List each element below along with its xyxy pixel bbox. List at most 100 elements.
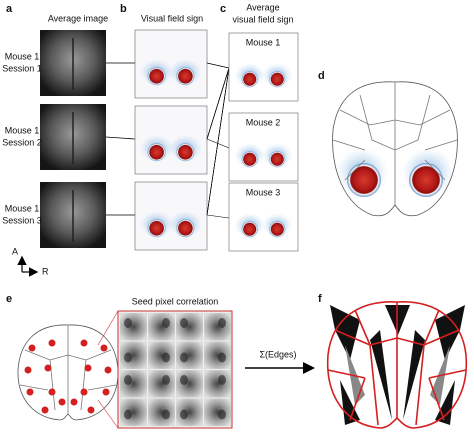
correlation-spot	[218, 318, 226, 328]
correlation-tile	[204, 313, 231, 341]
correlation-tile	[120, 341, 147, 369]
vfs-patch	[269, 151, 286, 168]
panel-label: e	[6, 293, 12, 305]
connector	[206, 62, 230, 69]
correlation-tile	[120, 370, 147, 398]
panel-label: b	[120, 3, 127, 15]
seed-pixel	[84, 364, 92, 372]
correlation-spot	[180, 375, 188, 385]
seed-pixel	[70, 398, 78, 406]
vfs-patch	[147, 219, 166, 238]
row-label: Mouse 1	[5, 51, 40, 61]
mouse-label: Mouse 3	[246, 187, 281, 197]
seed-pixel	[102, 388, 110, 396]
connector	[97, 399, 119, 429]
orientation: A R	[12, 246, 49, 277]
correlation-spot	[162, 318, 170, 328]
panel-title: Average image	[48, 13, 108, 23]
vfs-patch	[176, 219, 195, 238]
seed-pixel	[100, 344, 108, 352]
correlation-tile	[204, 341, 231, 369]
mouse-label: Mouse 1	[246, 37, 281, 47]
seed-map	[17, 324, 119, 421]
cortex-map	[332, 81, 458, 217]
vfs-patch	[269, 221, 286, 238]
correlation-tile	[120, 313, 147, 341]
shape	[347, 163, 381, 197]
mouse-label: Mouse 2	[246, 117, 281, 127]
seed-pixel	[41, 406, 49, 414]
correlation-tile	[204, 370, 231, 398]
shape	[409, 163, 443, 197]
panel-title: Visual field sign	[141, 13, 203, 23]
correlation-spot	[162, 409, 170, 420]
correlation-spot	[180, 318, 188, 328]
shape	[327, 302, 467, 426]
connector	[206, 138, 230, 149]
connector	[206, 214, 230, 219]
correlation-spot	[180, 352, 188, 363]
correlation-tile	[148, 370, 175, 398]
seed-pixel	[44, 364, 52, 372]
correlation-tile	[204, 398, 231, 426]
vfs-patch	[269, 71, 286, 88]
vfs-patch	[241, 151, 258, 168]
right-label: R	[42, 266, 49, 276]
connector	[206, 67, 230, 140]
shape	[19, 325, 117, 414]
correlation-spot	[218, 375, 226, 385]
panel-title: Seed pixel correlation	[132, 296, 219, 306]
correlation-tile	[176, 370, 203, 398]
panel-label: a	[6, 3, 13, 15]
row-label: Mouse 1	[5, 203, 40, 213]
seed-pixel	[48, 339, 56, 347]
correlation-tile	[148, 398, 175, 426]
seed-pixel	[24, 366, 32, 374]
panel-label: c	[220, 3, 226, 15]
shape	[120, 313, 231, 426]
panel-label: f	[318, 293, 322, 305]
vfs-patch	[147, 143, 166, 162]
correlation-spot	[162, 352, 170, 363]
correlation-spot	[162, 375, 170, 385]
connector	[97, 310, 119, 346]
row-label: Session 1	[2, 63, 42, 73]
connector	[105, 136, 136, 140]
correlation-tile	[176, 341, 203, 369]
correlation-spot	[218, 409, 226, 420]
correlation-spot	[124, 409, 132, 420]
connector	[206, 67, 230, 216]
correlation-spot	[180, 409, 188, 420]
correlation-tile	[148, 341, 175, 369]
seed-pixel	[87, 406, 95, 414]
panel-title: visual field sign	[232, 14, 293, 24]
vfs-patch	[241, 71, 258, 88]
vfs-patch	[147, 67, 166, 86]
correlation-tile	[148, 313, 175, 341]
row-label: Session 2	[2, 137, 42, 147]
anterior-label: A	[12, 246, 18, 256]
panel-label: d	[318, 70, 325, 82]
shape	[326, 301, 468, 429]
seed-pixel	[80, 388, 88, 396]
correlation-tile	[120, 398, 147, 426]
seed-pixel	[26, 388, 34, 396]
arrow-label: Σ(Edges)	[259, 349, 296, 359]
edge-map	[325, 300, 470, 430]
correlation-spot	[124, 375, 132, 385]
correlation-spot	[124, 352, 132, 363]
shape	[24, 339, 112, 414]
row-label: Session 3	[2, 215, 42, 225]
correlation-spot	[218, 352, 226, 363]
correlation-tile	[176, 313, 203, 341]
seed-pixel	[58, 398, 66, 406]
shape	[332, 82, 458, 205]
correlation-tile	[176, 398, 203, 426]
seed-pixel	[28, 344, 36, 352]
vfs-patch	[241, 221, 258, 238]
panel-title: Average	[246, 2, 279, 12]
panels-abc: Mouse 1 Session 1 Mouse 1 Session 2 Mouse 1 S…	[2, 29, 299, 252]
correlation-spot	[124, 318, 132, 328]
seed-pixel	[48, 388, 56, 396]
